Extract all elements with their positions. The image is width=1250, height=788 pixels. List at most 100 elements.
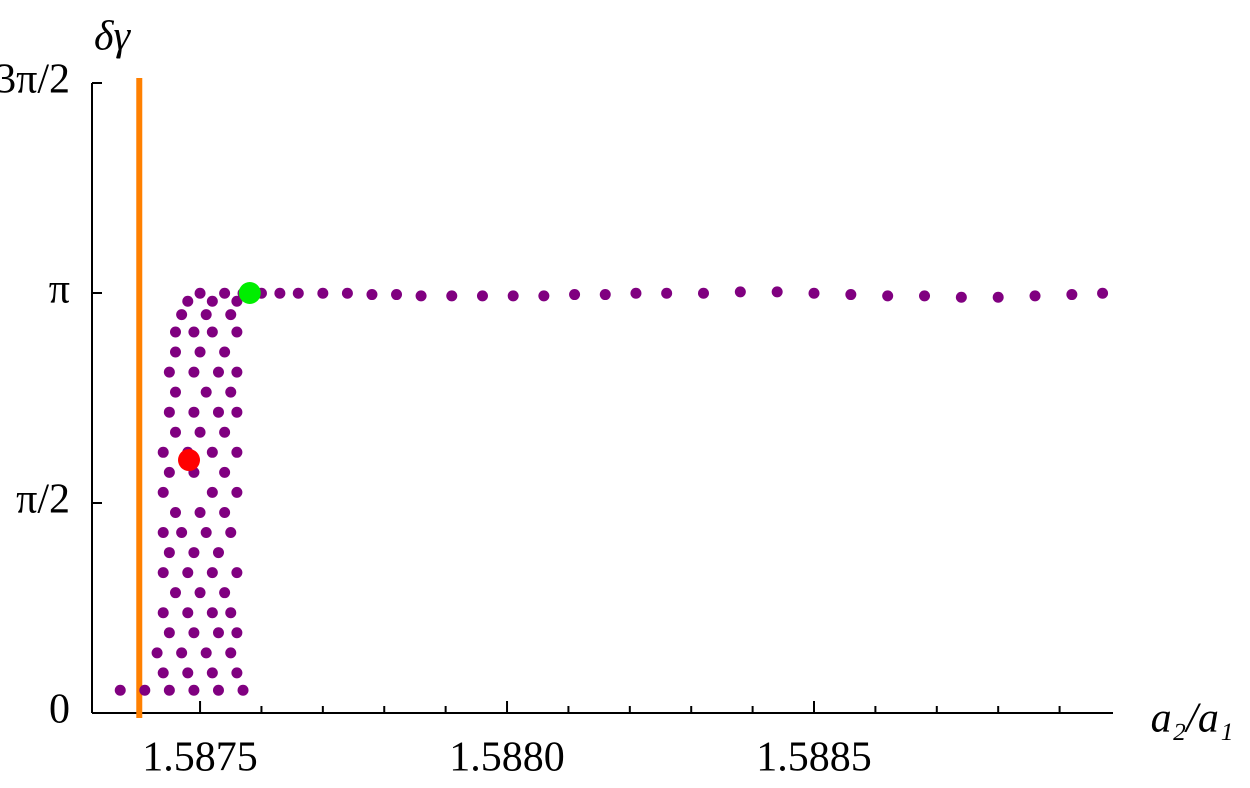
data-point [231, 366, 243, 378]
data-point [212, 547, 224, 559]
data-point [734, 286, 746, 298]
y-tick-label: π/2 [16, 477, 70, 523]
data-point [231, 486, 243, 498]
data-point [163, 406, 175, 418]
data-point [231, 667, 243, 679]
data-point [176, 527, 188, 539]
data-point [194, 426, 206, 438]
data-point [212, 366, 224, 378]
data-point [317, 287, 329, 299]
data-point [219, 346, 231, 358]
data-point [157, 486, 169, 498]
data-point [219, 587, 231, 599]
data-point [231, 406, 243, 418]
data-point [341, 287, 353, 299]
data-point [919, 290, 931, 302]
data-point [188, 366, 200, 378]
data-point [169, 506, 181, 518]
data-point [206, 607, 218, 619]
data-point [157, 446, 169, 458]
data-point [219, 426, 231, 438]
data-point [157, 527, 169, 539]
data-point [169, 426, 181, 438]
data-point [955, 291, 967, 303]
data-point [114, 684, 126, 696]
data-point [538, 290, 550, 302]
y-tick-label: 0 [49, 687, 70, 733]
data-point [231, 567, 243, 579]
data-point [200, 647, 212, 659]
data-point [882, 290, 894, 302]
data-point [415, 290, 427, 302]
data-point [157, 567, 169, 579]
data-point [182, 607, 194, 619]
data-point [163, 547, 175, 559]
data-point [992, 291, 1004, 303]
data-point [808, 287, 820, 299]
data-point [1066, 289, 1078, 301]
data-point [225, 607, 237, 619]
data-point [569, 289, 581, 301]
data-point [169, 386, 181, 398]
data-point [176, 647, 188, 659]
data-point [697, 287, 709, 299]
data-point [845, 289, 857, 301]
data-point [1029, 290, 1041, 302]
data-point [169, 587, 181, 599]
y-tick-label: 3π/2 [0, 57, 70, 103]
data-point [182, 567, 194, 579]
data-point [476, 290, 488, 302]
data-point [225, 647, 237, 659]
data-point [188, 326, 200, 338]
x-tick-label: 1.5885 [756, 735, 872, 781]
data-point [206, 295, 218, 307]
highlight-point [238, 282, 261, 304]
data-point [200, 309, 212, 321]
data-point [169, 326, 181, 338]
data-point [1097, 287, 1109, 299]
data-point [630, 287, 642, 299]
x-axis-label: a₂/a₁ [1151, 696, 1234, 742]
data-point [206, 486, 218, 498]
data-point [163, 466, 175, 478]
data-point [225, 527, 237, 539]
data-point [163, 627, 175, 639]
y-tick-label: π [49, 267, 70, 313]
data-point [206, 326, 218, 338]
data-point [231, 295, 243, 307]
data-point [188, 684, 200, 696]
data-point [219, 466, 231, 478]
x-tick-label: 1.5875 [142, 735, 258, 781]
data-point [169, 346, 181, 358]
data-point [157, 667, 169, 679]
data-point [391, 289, 403, 301]
data-point [599, 289, 611, 301]
data-point [206, 667, 218, 679]
data-point [771, 286, 783, 298]
data-point [219, 287, 231, 299]
data-point [194, 346, 206, 358]
data-point [507, 290, 519, 302]
data-point [225, 309, 237, 321]
data-point [188, 627, 200, 639]
data-point [176, 309, 188, 321]
data-point [182, 295, 194, 307]
data-point [151, 647, 163, 659]
data-point [200, 386, 212, 398]
data-point [661, 287, 673, 299]
data-point [200, 527, 212, 539]
data-point [231, 446, 243, 458]
data-point [212, 406, 224, 418]
data-point [182, 667, 194, 679]
data-point [231, 326, 243, 338]
data-point [163, 366, 175, 378]
data-point [194, 287, 206, 299]
data-point [237, 684, 249, 696]
data-point [225, 386, 237, 398]
data-point [212, 684, 224, 696]
data-point [188, 547, 200, 559]
y-axis-label: δγ [94, 14, 132, 60]
data-point [139, 684, 151, 696]
data-point [219, 506, 231, 518]
